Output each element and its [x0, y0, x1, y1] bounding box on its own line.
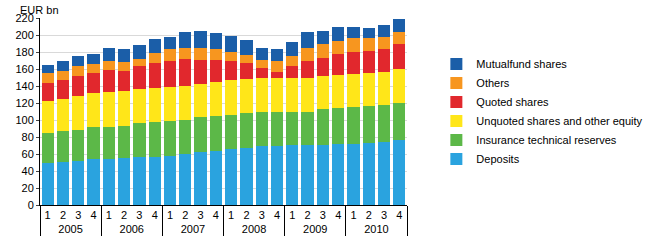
svg-text:Insurance technical reserves: Insurance technical reserves	[476, 134, 617, 146]
svg-text:2: 2	[366, 209, 372, 221]
svg-text:4: 4	[90, 209, 96, 221]
svg-text:200: 200	[15, 29, 33, 41]
svg-text:Quoted shares: Quoted shares	[476, 96, 549, 108]
svg-text:20: 20	[22, 182, 34, 194]
svg-text:2006: 2006	[120, 223, 144, 235]
svg-text:160: 160	[15, 63, 33, 75]
svg-text:1: 1	[289, 209, 295, 221]
svg-text:3: 3	[320, 209, 326, 221]
svg-text:3: 3	[197, 209, 203, 221]
svg-text:Unquoted shares and other equi: Unquoted shares and other equity	[476, 115, 642, 127]
svg-text:Mutualfund shares: Mutualfund shares	[476, 58, 567, 70]
svg-text:2: 2	[60, 209, 66, 221]
svg-text:1: 1	[350, 209, 356, 221]
svg-text:100: 100	[15, 114, 33, 126]
svg-text:4: 4	[213, 209, 219, 221]
svg-text:Others: Others	[476, 77, 510, 89]
svg-text:2: 2	[305, 209, 311, 221]
svg-text:120: 120	[15, 97, 33, 109]
svg-text:2007: 2007	[181, 223, 205, 235]
svg-text:180: 180	[15, 46, 33, 58]
svg-text:40: 40	[22, 165, 34, 177]
svg-text:60: 60	[22, 148, 34, 160]
svg-text:3: 3	[136, 209, 142, 221]
svg-text:2010: 2010	[364, 223, 388, 235]
svg-text:1: 1	[167, 209, 173, 221]
svg-text:2: 2	[243, 209, 249, 221]
svg-text:140: 140	[15, 80, 33, 92]
svg-text:2008: 2008	[242, 223, 266, 235]
svg-text:Deposits: Deposits	[476, 153, 519, 165]
svg-text:4: 4	[274, 209, 280, 221]
svg-text:2: 2	[182, 209, 188, 221]
svg-text:80: 80	[22, 131, 34, 143]
svg-text:3: 3	[259, 209, 265, 221]
svg-text:4: 4	[396, 209, 402, 221]
svg-text:1: 1	[106, 209, 112, 221]
svg-text:3: 3	[75, 209, 81, 221]
svg-text:1: 1	[45, 209, 51, 221]
svg-text:4: 4	[152, 209, 158, 221]
svg-text:2005: 2005	[58, 223, 82, 235]
svg-text:0: 0	[28, 199, 34, 211]
svg-text:220: 220	[15, 12, 33, 24]
svg-text:EUR bn: EUR bn	[20, 4, 59, 16]
svg-text:2: 2	[121, 209, 127, 221]
svg-text:1: 1	[228, 209, 234, 221]
svg-text:2009: 2009	[303, 223, 327, 235]
svg-text:3: 3	[381, 209, 387, 221]
svg-text:4: 4	[335, 209, 341, 221]
